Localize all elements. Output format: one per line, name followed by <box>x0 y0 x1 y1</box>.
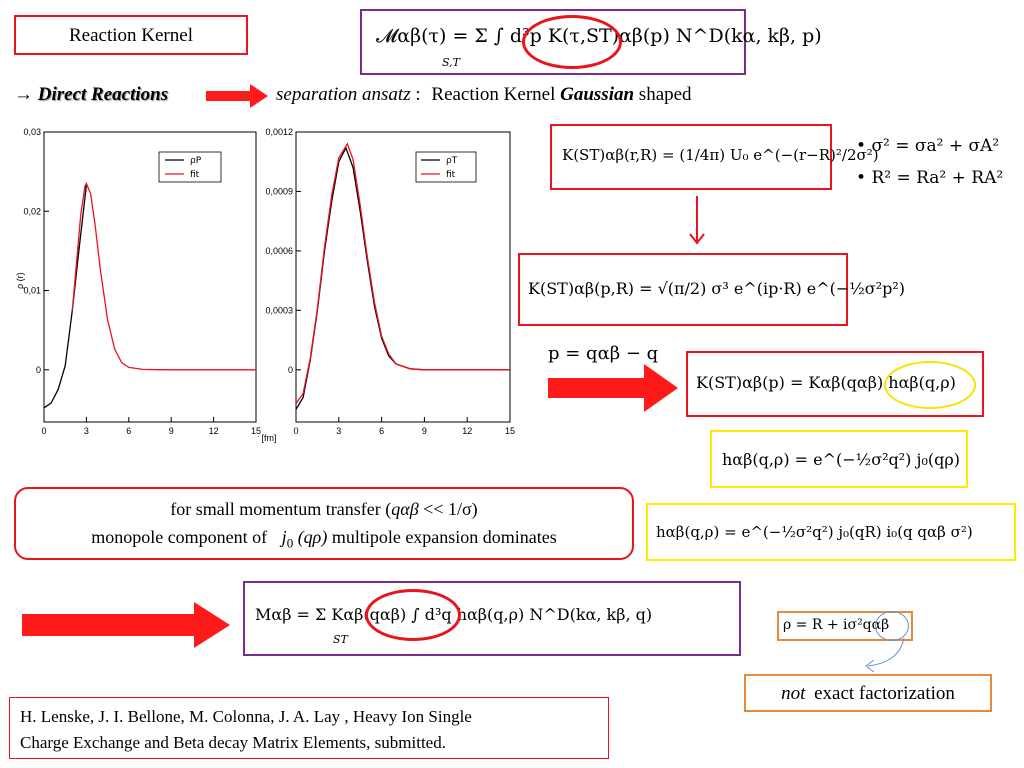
c1-xtick-label: 3 <box>84 426 89 436</box>
c2-xtick-label: 12 <box>462 426 472 436</box>
chart1-frame <box>43 131 257 423</box>
c2-ytick-label: 0,0012 <box>265 127 293 137</box>
factorized-formula-box: K(ST)αβ(p) = Kαβ(qαβ) hαβ(q,ρ) <box>686 351 984 417</box>
c1-ytick-label: 0 <box>36 365 41 375</box>
separation-ansatz-line: separation ansatz : Reaction Kernel Gaus… <box>276 84 692 106</box>
c2-ytick-label: 0,0009 <box>265 186 293 196</box>
red-arrow-bottom <box>22 602 230 648</box>
sum-limits-top: S,T <box>442 56 460 69</box>
separation-ansatz-label: separation ansatz <box>276 84 411 105</box>
h-simple-formula: hαβ(q,ρ) = e^(−½σ²q²) j₀(qρ) <box>722 450 961 469</box>
chart2-frame <box>295 131 511 423</box>
note-line1: for small momentum transfer (qαβ << 1/σ) <box>16 495 632 523</box>
c2-xtick-label: 3 <box>336 426 341 436</box>
red-arrow-middle <box>548 364 678 412</box>
note-line2: monopole component of j0 (qρ) multipole … <box>16 523 632 558</box>
reference-box: H. Lenske, J. I. Bellone, M. Colonna, J.… <box>9 697 609 759</box>
c1-xtick-label: 9 <box>169 426 174 436</box>
exact-factorization-label: exact factorization <box>814 683 955 704</box>
c1-xtick-label: 6 <box>126 426 131 436</box>
c1-xtick-label: 12 <box>209 426 219 436</box>
chart1-legend-fit: fit <box>190 170 200 180</box>
intro-line: → Direct Reactions <box>14 84 168 106</box>
c1-ytick-label: 0,01 <box>23 286 41 296</box>
kernel-prefix: Reaction Kernel <box>431 84 556 105</box>
blue-curved-arrow <box>865 637 905 673</box>
c2-xtick-label: 6 <box>379 426 384 436</box>
not-exact-box: not exact factorization <box>744 674 992 712</box>
density-chart-projectile: 0 0,01 0,02 0,03 0 3 6 9 12 15 ρ (r) ρP fit <box>15 127 261 436</box>
c1-ytick-label: 0,02 <box>23 206 41 216</box>
not-label: not <box>781 683 806 704</box>
c2-xtick-label: 9 <box>422 426 427 436</box>
h-full-formula-box: hαβ(q,ρ) = e^(−½σ²q²) j₀(qR) i₀(q qαβ σ²… <box>646 503 1016 561</box>
c2-ytick-label: 0 <box>288 365 293 375</box>
small-momentum-note-box: for small momentum transfer (qαβ << 1/σ)… <box>14 487 634 560</box>
h-full-formula: hαβ(q,ρ) = e^(−½σ²q²) j₀(qR) i₀(q qαβ σ²… <box>656 523 973 541</box>
down-arrow <box>689 196 705 245</box>
matrix-element-formula-box: 𝓜αβ(τ) = Σ ∫ d³p K(τ,ST)αβ(p) N^D(kα, kβ… <box>360 9 822 75</box>
gaussian-p-formula: K(ST)αβ(p,R) = √(π/2) σ³ e^(ip·R) e^(−½σ… <box>528 279 906 298</box>
note-line2-suffix: multipole expansion dominates <box>331 527 557 547</box>
gaussian-p-formula-box: K(ST)αβ(p,R) = √(π/2) σ³ e^(ip·R) e^(−½σ… <box>518 253 905 326</box>
reaction-kernel-title: Reaction Kernel <box>69 25 193 46</box>
c2-ytick-label: 0,0006 <box>265 246 293 256</box>
note-line2-prefix: monopole component of <box>91 527 268 547</box>
rho-definition-box: ρ = R + iσ²qαβ <box>777 611 913 641</box>
reference-line1: H. Lenske, J. I. Bellone, M. Colonna, J.… <box>20 707 472 726</box>
sigma-definition: • σ² = σa² + σA² <box>856 136 1000 156</box>
gaussian-r-formula: K(ST)αβ(r,R) = (1/4π) U₀ e^(−(r−R)²/2σ²) <box>562 146 879 164</box>
note-line1-var: qαβ <box>391 499 419 519</box>
gaussian-r-formula-box: K(ST)αβ(r,R) = (1/4π) U₀ e^(−(r−R)²/2σ²) <box>550 124 879 190</box>
note-line2-arg: (qρ) <box>297 527 328 547</box>
c2-ytick-label: 0,0003 <box>265 305 293 315</box>
chart1-series-fit <box>71 182 256 371</box>
kernel-highlight-ring <box>522 15 622 69</box>
colon: : <box>415 84 421 105</box>
c2-xtick-label: 0 <box>293 426 298 436</box>
chart1-series-rhoP <box>43 185 88 409</box>
final-formula-box: Mαβ = Σ Kαβ(qαβ) ∫ d³q hαβ(q,ρ) N^D(kα, … <box>243 581 741 656</box>
note-line1-prefix: for small momentum transfer ( <box>170 499 392 519</box>
chart1-legend: ρP fit <box>158 151 222 183</box>
gaussian-label: Gaussian <box>560 84 635 105</box>
chart2-legend-fit: fit <box>446 170 456 180</box>
q-highlight-ring <box>875 611 909 641</box>
c2-xtick-label: 15 <box>505 426 515 436</box>
p-definition: p = qαβ − q <box>548 343 659 364</box>
sigma-def-text: σ² = σa² + σA² <box>871 136 1000 156</box>
intro-arrow: → <box>14 84 33 105</box>
chart1-ylabel: ρ (r) <box>15 272 25 289</box>
direct-reactions-label: Direct Reactions <box>37 84 169 105</box>
kernel-q-highlight-ring <box>365 589 461 641</box>
note-line1-suffix: << 1/σ) <box>418 499 478 519</box>
note-line2-jsub: 0 <box>286 535 294 551</box>
c1-ytick-label: 0,03 <box>23 127 41 137</box>
sum-limits-final: ST <box>333 633 348 646</box>
reference-line2: Charge Exchange and Beta decay Matrix El… <box>20 733 446 752</box>
rho-definition: ρ = R + iσ²qαβ <box>783 617 890 633</box>
density-chart-target: 0 0,0003 0,0006 0,0009 0,0012 0 3 6 9 12 15 ρT fi… <box>258 127 515 443</box>
chart2-legend: ρT fit <box>415 151 477 183</box>
c1-xtick-label: 15 <box>251 426 261 436</box>
note-line2-j: j <box>281 527 287 547</box>
c1-xtick-label: 0 <box>41 426 46 436</box>
chart1-legend-rhoP: ρP <box>190 156 202 166</box>
R-def-text: R² = Ra² + RA² <box>871 168 1004 188</box>
red-arrow-intro <box>206 84 268 108</box>
reaction-kernel-title-box: Reaction Kernel <box>14 15 248 55</box>
shaped-label: shaped <box>638 84 692 105</box>
R-definition: • R² = Ra² + RA² <box>856 168 1004 188</box>
chart2-series-fit <box>295 142 510 404</box>
h-highlight-ring <box>884 361 976 409</box>
chart2-legend-rhoT: ρT <box>446 156 458 166</box>
h-simple-formula-box: hαβ(q,ρ) = e^(−½σ²q²) j₀(qρ) <box>710 430 968 488</box>
chart-xlabel: r [fm] <box>258 433 277 443</box>
